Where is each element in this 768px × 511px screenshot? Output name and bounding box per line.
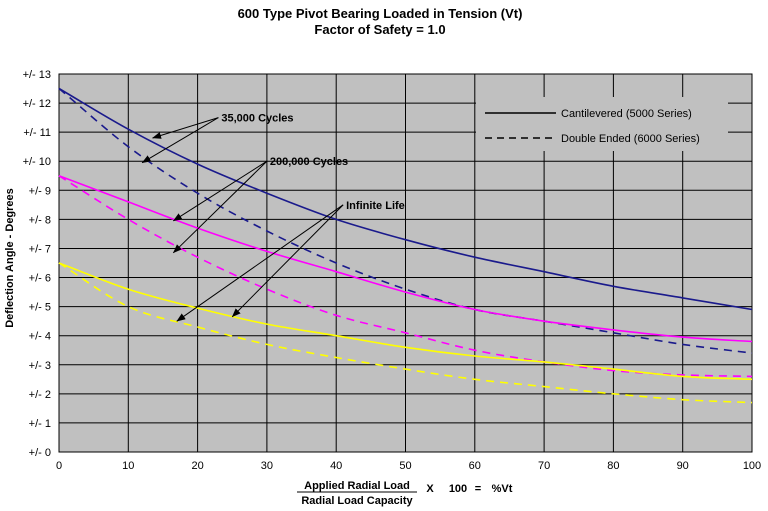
x-label-equals: = bbox=[475, 483, 481, 495]
annotation-arrow bbox=[176, 204, 344, 322]
x-tick-label: 100 bbox=[743, 460, 761, 472]
x-label-times: X bbox=[426, 483, 434, 495]
series-line-3 bbox=[58, 175, 753, 378]
x-axis-label: Applied Radial Load Radial Load Capacity… bbox=[297, 480, 513, 507]
legend: Cantilevered (5000 Series) Double Ended … bbox=[476, 97, 728, 151]
annotation-label: 35,000 Cycles bbox=[221, 113, 293, 125]
series-line-4 bbox=[58, 262, 753, 381]
annotation-arrow bbox=[172, 160, 268, 254]
annotation-arrow bbox=[152, 117, 219, 139]
x-label-multiplier: 100 bbox=[449, 483, 467, 495]
legend-label-cantilevered: Cantilevered (5000 Series) bbox=[561, 108, 692, 120]
x-tick-label: 20 bbox=[191, 460, 203, 472]
x-tick-label: 30 bbox=[261, 460, 273, 472]
y-tick-label: +/- 2 bbox=[29, 389, 51, 401]
x-tick-label: 80 bbox=[607, 460, 619, 472]
annotation-arrow bbox=[172, 160, 268, 222]
annotations: 35,000 Cycles 200,000 Cycles Infinite Life bbox=[141, 113, 405, 322]
y-tick-label: +/- 9 bbox=[29, 185, 51, 197]
y-tick-label: +/- 8 bbox=[29, 214, 51, 226]
x-tick-label: 0 bbox=[56, 460, 62, 472]
y-tick-label: +/- 13 bbox=[23, 69, 51, 81]
annotation-arrow bbox=[141, 117, 219, 164]
y-axis-label: Deflection Angle - Degrees bbox=[4, 188, 16, 328]
y-tick-label: +/- 6 bbox=[29, 273, 51, 285]
series-line-5 bbox=[58, 262, 753, 404]
y-tick-label: +/- 11 bbox=[23, 127, 51, 139]
x-label-numerator: Applied Radial Load bbox=[304, 480, 410, 492]
y-tick-label: +/- 4 bbox=[29, 331, 51, 343]
x-tick-label: 10 bbox=[122, 460, 134, 472]
annotation-label: 200,000 Cycles bbox=[270, 156, 348, 168]
y-tick-label: +/- 3 bbox=[29, 360, 51, 372]
x-axis-ticks: 0 10 20 30 40 50 60 70 80 90 100 bbox=[56, 460, 761, 472]
y-tick-label: +/- 7 bbox=[29, 243, 51, 255]
x-label-result: %Vt bbox=[492, 483, 513, 495]
x-tick-label: 90 bbox=[677, 460, 689, 472]
y-axis-ticks: +/- 0 +/- 1 +/- 2 +/- 3 +/- 4 +/- 5 +/- 6 +/- 7… bbox=[23, 69, 51, 459]
x-tick-label: 60 bbox=[469, 460, 481, 472]
series-line-1 bbox=[58, 87, 753, 354]
x-label-denominator: Radial Load Capacity bbox=[301, 495, 413, 507]
legend-label-double-ended: Double Ended (6000 Series) bbox=[561, 133, 700, 145]
y-tick-label: +/- 0 bbox=[29, 447, 51, 459]
x-tick-label: 50 bbox=[399, 460, 411, 472]
annotation-arrow bbox=[231, 204, 344, 318]
annotation-label: Infinite Life bbox=[346, 200, 405, 212]
series-line-0 bbox=[58, 87, 753, 311]
y-tick-label: +/- 1 bbox=[29, 418, 51, 430]
x-tick-label: 70 bbox=[538, 460, 550, 472]
legend-background bbox=[476, 97, 728, 151]
chart-title: 600 Type Pivot Bearing Loaded in Tension… bbox=[238, 6, 523, 21]
x-tick-label: 40 bbox=[330, 460, 342, 472]
y-tick-label: +/- 5 bbox=[29, 302, 51, 314]
y-tick-label: +/- 10 bbox=[23, 156, 51, 168]
y-tick-label: +/- 12 bbox=[23, 98, 51, 110]
chart-subtitle: Factor of Safety = 1.0 bbox=[314, 22, 445, 37]
